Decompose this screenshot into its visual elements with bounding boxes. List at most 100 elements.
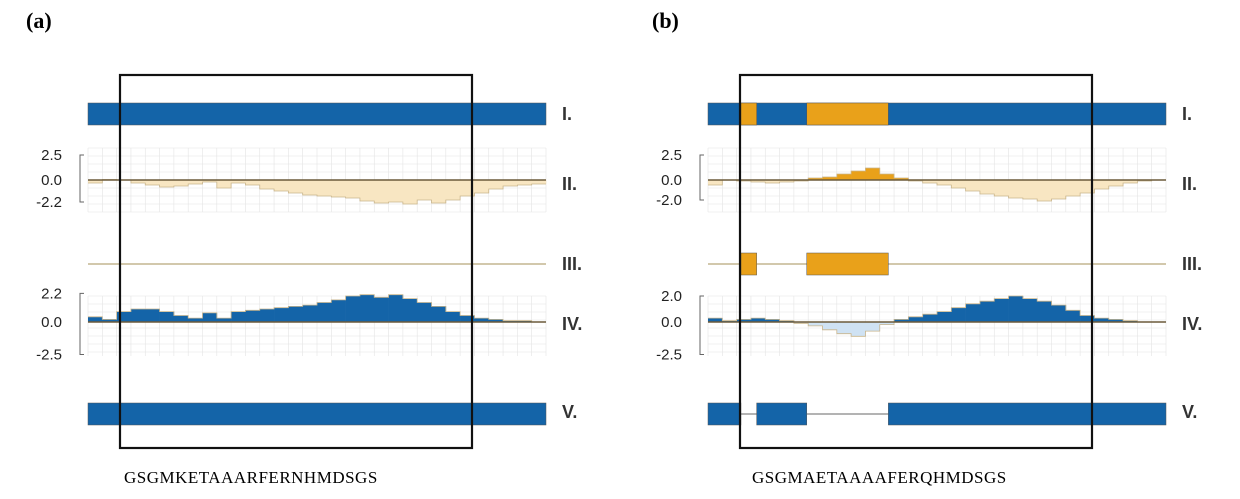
panel-a-track-ii-bar xyxy=(245,180,261,185)
panel-a-letter: (a) xyxy=(26,8,52,33)
panel-a-chart: 2.5 0.0 -2.2 2.2 0.0 -2.5 I. II. III. IV. V. xyxy=(36,73,582,450)
panel-b-track-iv-bar xyxy=(1065,310,1081,322)
panel-b-track-v-segment xyxy=(888,402,1167,426)
panel-a-track-iv-bar xyxy=(331,299,346,322)
panel-a-track-iv-bar xyxy=(417,302,432,322)
panel-a-track-iv-bar xyxy=(488,319,504,322)
panel-a-sequence: GSGMKETAAARFERNHMDSGS xyxy=(124,468,378,487)
panel-b-track-iv-bar xyxy=(836,322,852,334)
panel-b-chart: 2.5 0.0 -2.0 2.0 0.0 -2.5 I. II. III. IV. V. xyxy=(656,73,1202,450)
panel-b-track-iv-bar xyxy=(965,303,981,322)
panel-a-row-label: V. xyxy=(562,402,577,422)
panel-a-track-ii-outline xyxy=(88,179,546,205)
panel-a-track-ii-bar xyxy=(503,180,518,186)
panel-b-track-ii-bar xyxy=(1008,180,1024,198)
panel-b-track-ii-bar xyxy=(750,180,766,182)
panel-a-track-iv-bar xyxy=(259,309,275,322)
panel-b-track-iv-outline xyxy=(708,295,1166,337)
panel-a-track-iv-bar xyxy=(445,311,461,322)
panel-b-letter: (b) xyxy=(652,8,679,33)
panel-a-track-ii-bar xyxy=(202,180,218,182)
panel-a-track-ii-bar xyxy=(288,180,303,193)
panel-b-track-iv-bar xyxy=(937,311,952,322)
panel-b-track-iv-bar xyxy=(822,322,838,330)
panel-b-track-ii-tick-label: 2.5 xyxy=(661,147,682,164)
panel-b-row-label: III. xyxy=(1182,254,1202,274)
panel-a-track-iv-bar xyxy=(474,318,490,322)
panel-b-track-ii-bar xyxy=(1065,180,1081,196)
panel-a-track-ii-bar xyxy=(388,180,404,202)
panel-a-track-iv-bar xyxy=(116,311,132,322)
panel-a-track-ii-tick-label: -2.2 xyxy=(36,194,62,211)
panel-b-track-ii-bar xyxy=(879,174,895,180)
panel-b-track-ii-bar xyxy=(1094,180,1110,189)
panel-a-highlight-window xyxy=(118,73,474,450)
panel-a-track-ii-bar xyxy=(231,180,246,183)
panel-b-track-ii-bar xyxy=(965,180,981,191)
panel-a-track-iv-bar xyxy=(216,318,232,322)
panel-b-track-iv-bar xyxy=(1108,319,1124,322)
panel-a-row-label: II. xyxy=(562,174,577,194)
panel-b-track-iv-bar xyxy=(922,314,938,322)
panel-a-track-iv-tick-label: -2.5 xyxy=(36,347,62,364)
panel-a-track-ii-tick-label: 2.5 xyxy=(41,147,62,164)
panel-b-track-ii-tick-label: 0.0 xyxy=(661,172,682,189)
panel-a-track-ii-bar xyxy=(88,180,103,183)
panel-b-track-iv-bar xyxy=(951,307,966,322)
panel-a-track-iv-bar xyxy=(102,319,117,322)
panel-b-track-iv-bar xyxy=(865,322,881,332)
panel-b-track-ii-bar xyxy=(951,180,966,188)
panel-b-track-iv-bar xyxy=(1094,318,1110,322)
panel-b-row-label: I. xyxy=(1182,104,1192,124)
panel-a-track-iv-bar xyxy=(88,316,103,322)
panel-a-track-iv-axis xyxy=(79,292,84,355)
panel-a-track-ii-bar xyxy=(374,180,389,203)
panel-b-track-ii-outline xyxy=(708,167,1166,202)
panel-a-track-ii-bar xyxy=(317,180,332,196)
panel-b-track-ii-bar xyxy=(979,180,995,194)
panel-b-track-iv-bar xyxy=(736,319,752,322)
panel-a-track-iv-tick-label: 0.0 xyxy=(41,314,62,331)
panel-a-track-v-segment xyxy=(87,402,547,426)
panel-a-track-iv-bar xyxy=(145,309,160,322)
panel-a-track-iv-bar xyxy=(130,309,146,322)
panel-a-track-ii-bar xyxy=(145,180,160,185)
panel-a-track-iv-bar xyxy=(388,294,404,322)
panel-a-row-label: III. xyxy=(562,254,582,274)
panel-a-track-iv-tick-label: 2.2 xyxy=(41,285,62,302)
panel-a-track-ii-bar xyxy=(474,180,490,193)
panel-b-track-ii-bar xyxy=(836,174,852,180)
panel-b-track-iv-tick-label: -2.5 xyxy=(656,347,682,364)
panel-a-track-ii-bar xyxy=(402,180,418,204)
panel-b-track-iv-bar xyxy=(879,322,895,325)
panel-a-track-iv-bar xyxy=(302,305,318,322)
panel-b-track-v-segment xyxy=(707,402,742,426)
panel-b-track-iii-segment xyxy=(740,252,757,276)
panel-a-track-iv-bar xyxy=(188,318,203,322)
panel-a-track-ii-bar xyxy=(216,180,232,188)
panel-a-track-iv-bar xyxy=(274,307,289,322)
panel-a-track-ii-bar xyxy=(531,180,547,184)
panel-a-track-iv-outline xyxy=(88,294,546,323)
panel-b-track-i-segment xyxy=(740,102,757,126)
panel-a-track-ii-bar xyxy=(445,180,461,200)
panel-a-track-iv-bar xyxy=(202,312,218,322)
panel-a-track-iv-bar xyxy=(288,306,303,322)
panel-b-highlight-window xyxy=(738,73,1094,450)
panel-b-track-iv-bar xyxy=(979,301,995,322)
panel-b-track-ii-axis xyxy=(699,154,704,201)
panel-a-track-ii-bar xyxy=(359,180,375,201)
panel-b-track-ii-bar xyxy=(1123,180,1138,183)
panel-b-track-iv-bar xyxy=(765,319,780,322)
panel-b-track-iv-bar xyxy=(1022,298,1038,322)
panel-a-track-iv-bar xyxy=(159,311,175,322)
panel-a-track-ii-tick-label: 0.0 xyxy=(41,172,62,189)
panel-b-row-label: V. xyxy=(1182,402,1197,422)
panel-b-track-ii-bar xyxy=(765,180,780,183)
panel-a-track-iv-bar xyxy=(231,311,246,322)
panel-a-track-iv-bar xyxy=(173,315,189,322)
panel-b-track-iv-bar xyxy=(1051,305,1067,322)
panel-b-track-iv-bar xyxy=(1008,296,1024,322)
panel-a-track-iv-bar xyxy=(460,315,475,322)
panel-b-track-iv-bar xyxy=(908,316,923,322)
